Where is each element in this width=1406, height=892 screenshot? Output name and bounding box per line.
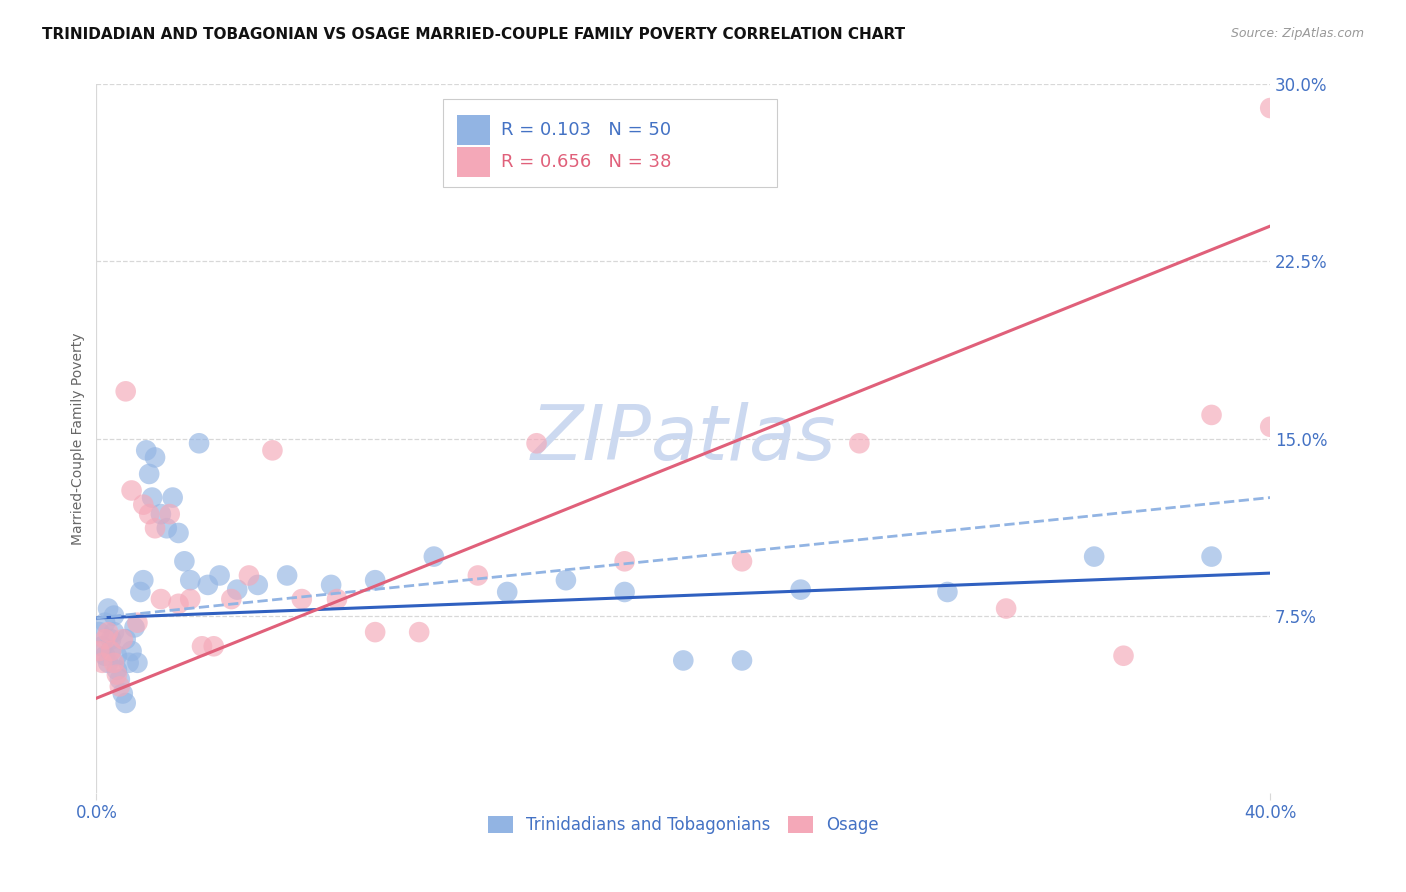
Point — [117, 656, 139, 670]
Point — [111, 686, 134, 700]
Point — [97, 625, 120, 640]
Point — [731, 554, 754, 568]
Y-axis label: Married-Couple Family Poverty: Married-Couple Family Poverty — [72, 333, 86, 545]
Point — [364, 625, 387, 640]
Point — [114, 384, 136, 399]
Point — [423, 549, 446, 564]
Point — [191, 640, 214, 654]
Point — [936, 585, 959, 599]
Point — [94, 615, 117, 630]
Point — [179, 592, 201, 607]
Point — [138, 507, 160, 521]
Point — [197, 578, 219, 592]
Point — [1112, 648, 1135, 663]
Point — [124, 620, 146, 634]
Point — [321, 578, 343, 592]
Point — [613, 585, 636, 599]
Point — [108, 680, 131, 694]
Point — [156, 521, 179, 535]
Point — [246, 578, 269, 592]
Legend: Trinidadians and Tobagonians, Osage: Trinidadians and Tobagonians, Osage — [488, 815, 879, 834]
FancyBboxPatch shape — [457, 147, 489, 177]
Point — [114, 696, 136, 710]
Point — [100, 632, 122, 647]
Point — [103, 608, 125, 623]
Point — [173, 554, 195, 568]
Point — [149, 507, 172, 521]
Point — [111, 632, 134, 647]
Point — [995, 601, 1018, 615]
Point — [127, 615, 149, 630]
Point — [149, 592, 172, 607]
Point — [127, 656, 149, 670]
Point — [138, 467, 160, 481]
Point — [132, 573, 155, 587]
Point — [89, 644, 111, 658]
Text: Source: ZipAtlas.com: Source: ZipAtlas.com — [1230, 27, 1364, 40]
Point — [408, 625, 430, 640]
Point — [1083, 549, 1105, 564]
Point — [731, 653, 754, 667]
Point — [100, 644, 122, 658]
Text: R = 0.656   N = 38: R = 0.656 N = 38 — [502, 153, 672, 170]
Point — [94, 648, 117, 663]
Point — [100, 644, 122, 658]
Point — [467, 568, 489, 582]
Point — [103, 625, 125, 640]
Point — [188, 436, 211, 450]
Point — [91, 656, 114, 670]
Point — [291, 592, 314, 607]
Point — [132, 498, 155, 512]
Point — [167, 526, 190, 541]
Point — [364, 573, 387, 587]
Point — [162, 491, 184, 505]
Point — [167, 597, 190, 611]
Point — [1258, 419, 1281, 434]
Point — [496, 585, 519, 599]
Point — [789, 582, 811, 597]
Point — [105, 667, 128, 681]
Point — [97, 656, 120, 670]
Point — [143, 521, 166, 535]
Point — [1258, 101, 1281, 115]
Point — [848, 436, 870, 450]
Point — [276, 568, 298, 582]
Point — [1201, 408, 1223, 422]
Point — [226, 582, 249, 597]
Point — [97, 601, 120, 615]
Point — [179, 573, 201, 587]
Point — [105, 663, 128, 677]
Text: TRINIDADIAN AND TOBAGONIAN VS OSAGE MARRIED-COUPLE FAMILY POVERTY CORRELATION CH: TRINIDADIAN AND TOBAGONIAN VS OSAGE MARR… — [42, 27, 905, 42]
Point — [326, 592, 349, 607]
Point — [221, 592, 243, 607]
Point — [554, 573, 576, 587]
Point — [613, 554, 636, 568]
Text: ZIPatlas: ZIPatlas — [530, 401, 837, 475]
Point — [238, 568, 260, 582]
Point — [121, 644, 143, 658]
Point — [108, 673, 131, 687]
Point — [208, 568, 231, 582]
Point — [91, 640, 114, 654]
Point — [103, 656, 125, 670]
Point — [202, 640, 225, 654]
Point — [89, 625, 111, 640]
Point — [141, 491, 163, 505]
Point — [159, 507, 181, 521]
Point — [105, 648, 128, 663]
Text: R = 0.103   N = 50: R = 0.103 N = 50 — [502, 120, 672, 139]
Point — [114, 632, 136, 647]
Point — [143, 450, 166, 465]
FancyBboxPatch shape — [443, 99, 778, 187]
Point — [526, 436, 548, 450]
Point — [262, 443, 284, 458]
FancyBboxPatch shape — [457, 115, 489, 145]
Point — [94, 632, 117, 647]
Point — [135, 443, 157, 458]
Point — [1201, 549, 1223, 564]
Point — [121, 483, 143, 498]
Point — [672, 653, 695, 667]
Point — [129, 585, 152, 599]
